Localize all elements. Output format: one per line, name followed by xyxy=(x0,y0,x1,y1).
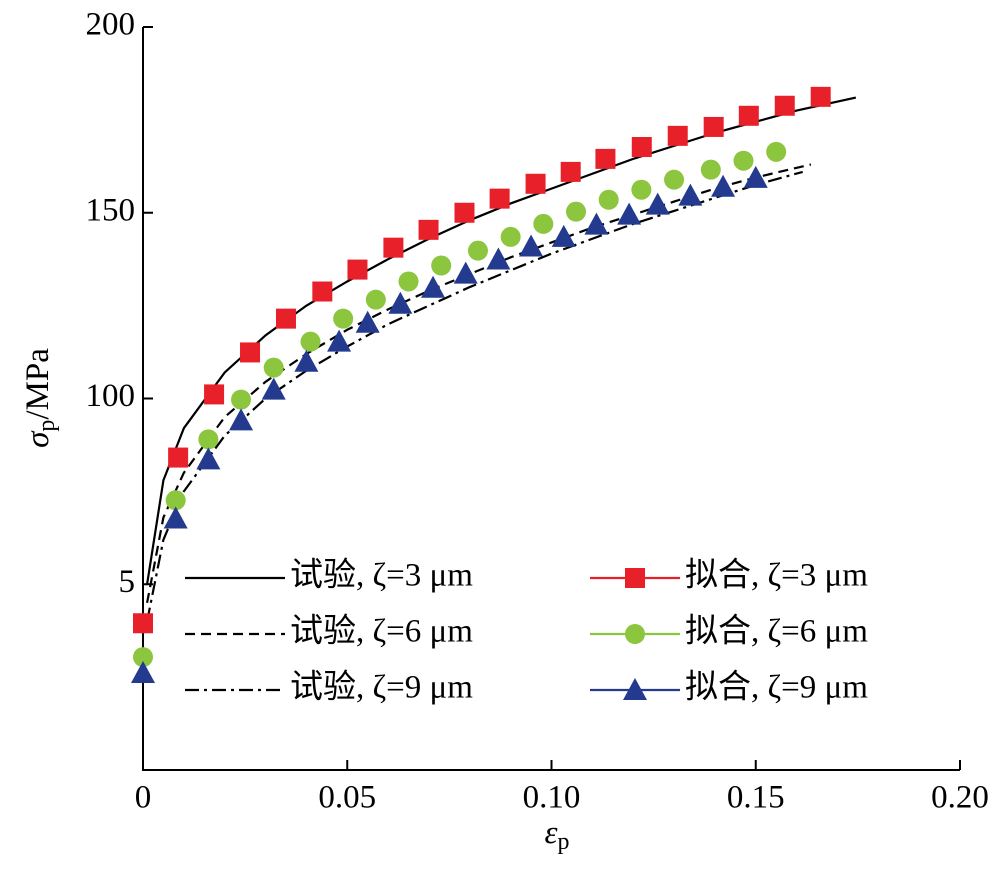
data-point xyxy=(421,275,446,298)
data-point xyxy=(131,661,155,684)
data-point xyxy=(333,308,354,329)
data-point xyxy=(810,86,831,107)
data-point xyxy=(453,261,478,284)
x-tick-label: 0.05 xyxy=(318,780,376,816)
data-point xyxy=(519,234,544,257)
legend-label: 试验, ζ=9 μm xyxy=(290,669,473,706)
data-point xyxy=(388,291,413,314)
data-point xyxy=(261,377,286,400)
data-point xyxy=(133,647,153,668)
data-point xyxy=(365,289,386,310)
data-point xyxy=(165,490,186,511)
data-point xyxy=(454,202,475,223)
y-label-unit: /MPa xyxy=(20,348,56,420)
data-point xyxy=(300,331,321,352)
data-point xyxy=(703,116,724,137)
data-point xyxy=(525,173,546,194)
legend-marker xyxy=(625,624,645,644)
x-tick-label: 0.15 xyxy=(727,780,785,816)
data-point xyxy=(743,165,768,188)
data-point xyxy=(275,308,296,329)
data-line xyxy=(146,170,804,622)
data-point xyxy=(168,447,189,468)
legend-label: 拟合, ζ=3 μm xyxy=(685,557,868,594)
data-point xyxy=(467,240,488,261)
data-point xyxy=(383,237,404,258)
data-point xyxy=(598,189,619,210)
data-point xyxy=(204,384,225,405)
legend-label: 试验, ζ=3 μm xyxy=(290,557,473,594)
data-point xyxy=(700,159,721,180)
y-label-sub: p xyxy=(34,420,60,432)
data-point xyxy=(711,174,736,197)
y-tick-label: 100 xyxy=(86,378,136,414)
legend-label: 试验, ζ=6 μm xyxy=(290,613,473,650)
data-point xyxy=(584,212,609,235)
data-point xyxy=(595,148,616,169)
data-point xyxy=(489,188,510,209)
data-point xyxy=(196,447,221,470)
data-point xyxy=(163,506,188,529)
y-axis-label: σp/MPa xyxy=(20,348,60,448)
data-line xyxy=(145,96,857,585)
x-label-symbol: ε xyxy=(544,815,557,851)
data-point xyxy=(263,357,284,378)
y-tick-label: 5 xyxy=(119,564,136,600)
legend-label: 拟合, ζ=6 μm xyxy=(685,613,868,650)
data-point xyxy=(733,150,754,171)
data-line xyxy=(146,163,812,604)
data-point xyxy=(431,255,452,276)
data-point xyxy=(355,310,380,333)
x-tick-label: 0 xyxy=(135,780,152,816)
data-point xyxy=(738,105,759,126)
data-point xyxy=(312,281,333,302)
data-point xyxy=(774,95,795,116)
legend-marker xyxy=(623,678,647,700)
data-point xyxy=(327,329,352,352)
data-point xyxy=(418,219,439,240)
x-axis-label: εp xyxy=(544,815,569,855)
legend-label: 拟合, ζ=9 μm xyxy=(685,669,868,706)
data-point xyxy=(533,213,554,234)
data-point xyxy=(133,613,153,634)
data-point xyxy=(766,141,787,162)
data-point xyxy=(566,201,587,222)
y-tick-label: 150 xyxy=(86,192,136,228)
data-point xyxy=(347,259,368,280)
x-tick-label: 0.10 xyxy=(523,780,581,816)
data-point xyxy=(560,161,581,182)
data-point xyxy=(645,192,670,215)
data-point xyxy=(664,169,685,190)
data-point xyxy=(617,202,642,225)
x-tick-label: 0.20 xyxy=(931,780,989,816)
data-point xyxy=(667,125,688,146)
data-point xyxy=(631,179,652,200)
data-point xyxy=(631,136,652,157)
y-label-symbol: σ xyxy=(20,430,56,448)
data-point xyxy=(229,408,254,431)
data-point xyxy=(500,226,521,247)
data-point xyxy=(294,349,319,372)
x-label-sub: p xyxy=(558,829,570,855)
data-point xyxy=(678,183,703,206)
legend-marker xyxy=(625,568,645,588)
data-point xyxy=(486,247,511,270)
data-point xyxy=(231,389,252,410)
data-point xyxy=(398,271,419,292)
data-point xyxy=(198,429,219,450)
y-tick-label: 200 xyxy=(86,7,136,43)
data-point xyxy=(240,342,261,363)
data-point xyxy=(551,224,576,247)
